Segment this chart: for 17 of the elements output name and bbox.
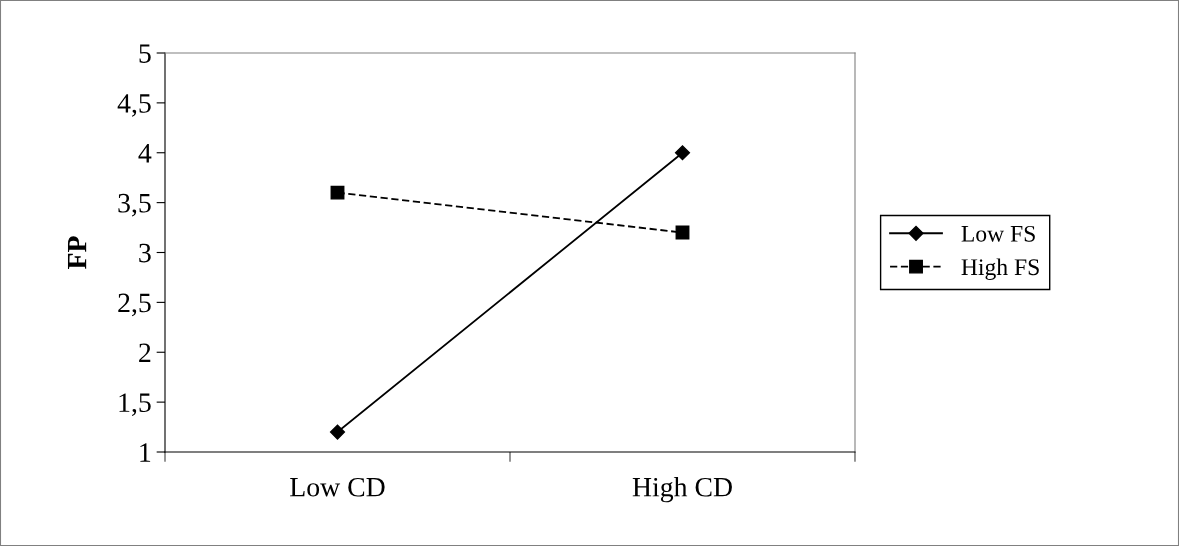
y-tick-label: 1,5 (119, 393, 151, 417)
y-tick-label: 4,5 (117, 94, 151, 117)
y-axis-title: FP (67, 236, 87, 269)
y-tick-label: 3 (139, 243, 151, 263)
x-tick-label: High CD (632, 477, 732, 503)
y-tick-label: 4 (138, 144, 152, 163)
legend-label: Low FS (961, 225, 1035, 242)
x-tick-label: Low CD (290, 477, 385, 497)
y-tick-label: 2,5 (118, 293, 151, 317)
y-tick-label: 5 (139, 44, 151, 63)
point (330, 185, 345, 200)
y-tick-label: 2 (139, 343, 151, 362)
y-tick-label: 1 (140, 443, 151, 462)
point (674, 145, 691, 161)
y-tick-label: 3,5 (118, 193, 151, 217)
point (329, 424, 346, 440)
legend-label: High FS (961, 258, 1039, 280)
